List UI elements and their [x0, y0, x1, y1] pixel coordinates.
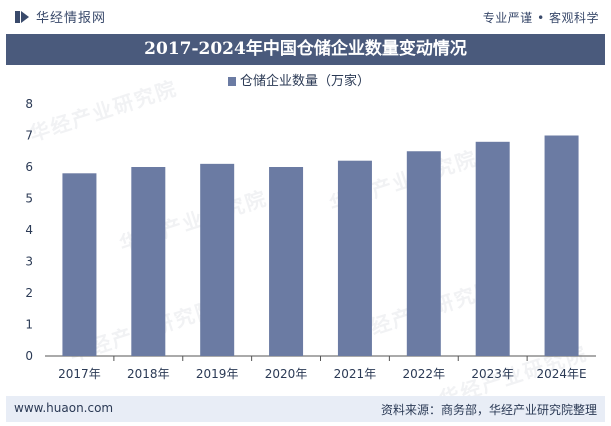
- chart-area: 华经产业研究院 华经产业研究院 华经产业研究院 华经产业研究院 华经产业研究院 …: [6, 65, 605, 411]
- legend-swatch: [228, 77, 236, 86]
- footer: www.huaon.com 资料来源：商务部，华经产业研究院整理: [6, 396, 605, 422]
- chart-title: 2017-2024年中国仓储企业数量变动情况: [6, 34, 605, 65]
- bar: [131, 167, 166, 356]
- bar: [269, 167, 304, 356]
- brand-logo-icon: [15, 10, 29, 23]
- footer-source: 资料来源：商务部，华经产业研究院整理: [380, 403, 597, 417]
- y-tick-label: 0: [25, 349, 33, 363]
- bar: [337, 160, 372, 356]
- bar-chart: 仓储企业数量（万家） 0 1 2 3 4 5 6 7 8 2017年 2018年 2019年 2020年 2…: [25, 73, 596, 381]
- x-tick-label: 2017年: [58, 367, 101, 381]
- legend-label: 仓储企业数量（万家）: [240, 73, 370, 89]
- bar: [544, 135, 579, 356]
- y-tick-label: 7: [25, 129, 33, 143]
- x-tick-label: 2018年: [127, 367, 170, 381]
- footer-url[interactable]: www.huaon.com: [14, 401, 114, 415]
- y-tick-label: 8: [25, 97, 33, 111]
- bar: [406, 151, 441, 356]
- x-tick-label: 2022年: [403, 367, 446, 381]
- x-tick-label: 2021年: [334, 367, 377, 381]
- y-tick-label: 2: [25, 286, 33, 300]
- brand: 华经情报网: [14, 7, 106, 26]
- y-tick-label: 4: [25, 223, 33, 237]
- y-tick-label: 6: [25, 160, 33, 174]
- brand-name: 华经情报网: [36, 11, 107, 26]
- slogan: 专业严谨 • 客观科学: [482, 11, 599, 25]
- y-tick-label: 5: [25, 192, 33, 206]
- top-bar: 华经情报网 专业严谨 • 客观科学: [0, 0, 611, 34]
- x-tick-label: 2024年E: [537, 367, 587, 381]
- x-tick-label: 2023年: [471, 367, 514, 381]
- y-tick-label: 1: [25, 318, 33, 332]
- x-tick-label: 2020年: [265, 367, 308, 381]
- bar: [475, 141, 510, 356]
- bar: [62, 173, 97, 356]
- x-tick-label: 2019年: [196, 367, 239, 381]
- y-tick-label: 3: [25, 255, 33, 269]
- bar: [200, 163, 235, 356]
